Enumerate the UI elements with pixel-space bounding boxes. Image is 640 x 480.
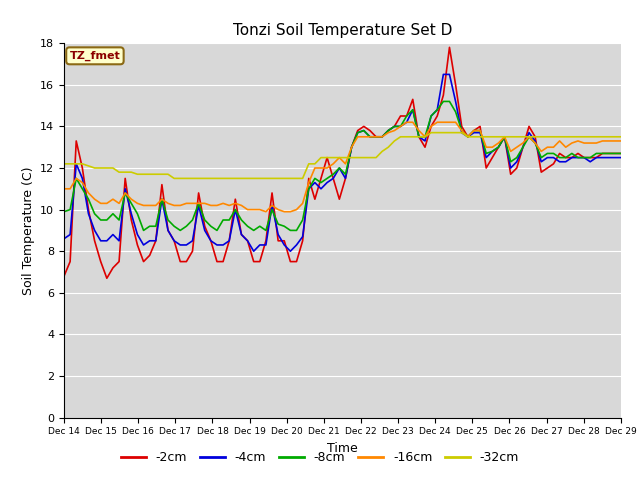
Title: Tonzi Soil Temperature Set D: Tonzi Soil Temperature Set D bbox=[233, 23, 452, 38]
Legend: -2cm, -4cm, -8cm, -16cm, -32cm: -2cm, -4cm, -8cm, -16cm, -32cm bbox=[116, 446, 524, 469]
Text: TZ_fmet: TZ_fmet bbox=[70, 51, 120, 61]
Y-axis label: Soil Temperature (C): Soil Temperature (C) bbox=[22, 166, 35, 295]
X-axis label: Time: Time bbox=[327, 442, 358, 455]
